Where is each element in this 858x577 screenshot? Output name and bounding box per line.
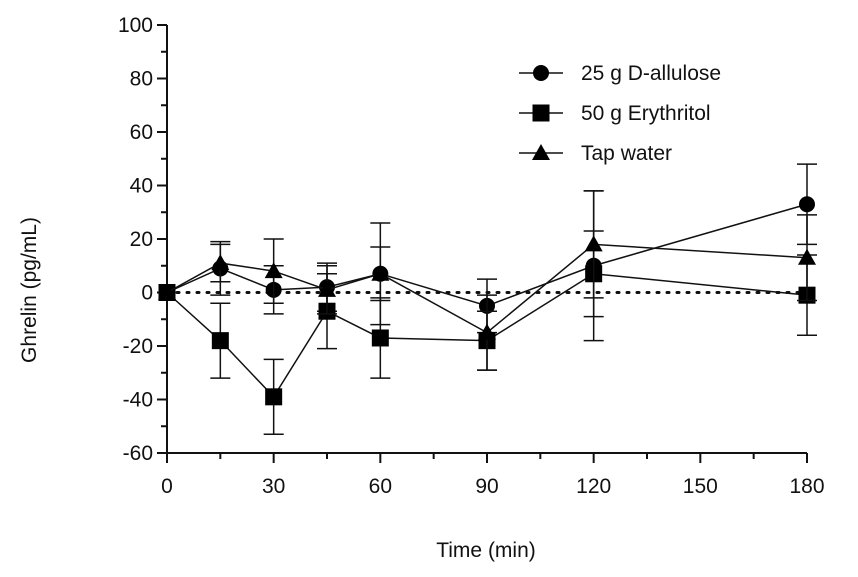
series-triangle [158, 190, 817, 371]
data-point [584, 235, 603, 252]
legend-label: 25 g D-allulose [581, 62, 721, 85]
y-axis-title: Ghrelin (pg/mL) [18, 217, 41, 363]
data-point [798, 248, 816, 265]
series-line [166, 243, 808, 334]
y-tick-label: -20 [123, 335, 153, 358]
axes: -60 -40 -20 0 20 40 60 80 100 0 30 60 90 120 150 180 [118, 14, 825, 498]
data-point [318, 280, 336, 297]
legend-item: Tap water [519, 142, 672, 165]
data-point [211, 332, 229, 350]
data-point [158, 283, 176, 300]
x-tick-label: 30 [262, 475, 285, 498]
x-tick-label: 120 [576, 475, 611, 498]
y-tick-label: 100 [118, 14, 153, 37]
data-point [799, 196, 815, 213]
x-tick-label: 180 [789, 475, 824, 498]
series-line [166, 273, 808, 399]
data-point [371, 264, 390, 281]
legend-item: 50 g Erythritol [519, 102, 711, 125]
data-point [371, 329, 389, 347]
legend-marker [532, 104, 550, 122]
y-tick-label: 80 [130, 68, 153, 91]
legend-marker [533, 65, 549, 81]
data-point [264, 262, 283, 279]
y-tick-label: 40 [130, 175, 153, 198]
legend-label: Tap water [581, 142, 672, 165]
y-tick-label: 60 [130, 121, 153, 144]
x-axis-title: Time (min) [436, 539, 536, 562]
y-tick-label: -40 [123, 389, 153, 412]
data-point [478, 323, 496, 340]
y-tick-label: 20 [130, 228, 153, 251]
data-point [211, 254, 230, 271]
data-point [265, 388, 283, 406]
x-tick-label: 90 [475, 475, 498, 498]
x-tick-label: 150 [683, 475, 718, 498]
series-line [166, 203, 808, 307]
series-layer [158, 163, 817, 436]
legend: 25 g D-allulose 50 g Erythritol Tap water [519, 62, 721, 165]
legend-marker [532, 144, 550, 160]
y-tick-label: 0 [141, 282, 153, 305]
legend-item: 25 g D-allulose [519, 62, 721, 85]
y-tick-label: -60 [123, 442, 153, 465]
x-tick-label: 60 [369, 475, 392, 498]
legend-label: 50 g Erythritol [581, 102, 711, 125]
x-tick-label: 0 [161, 475, 173, 498]
